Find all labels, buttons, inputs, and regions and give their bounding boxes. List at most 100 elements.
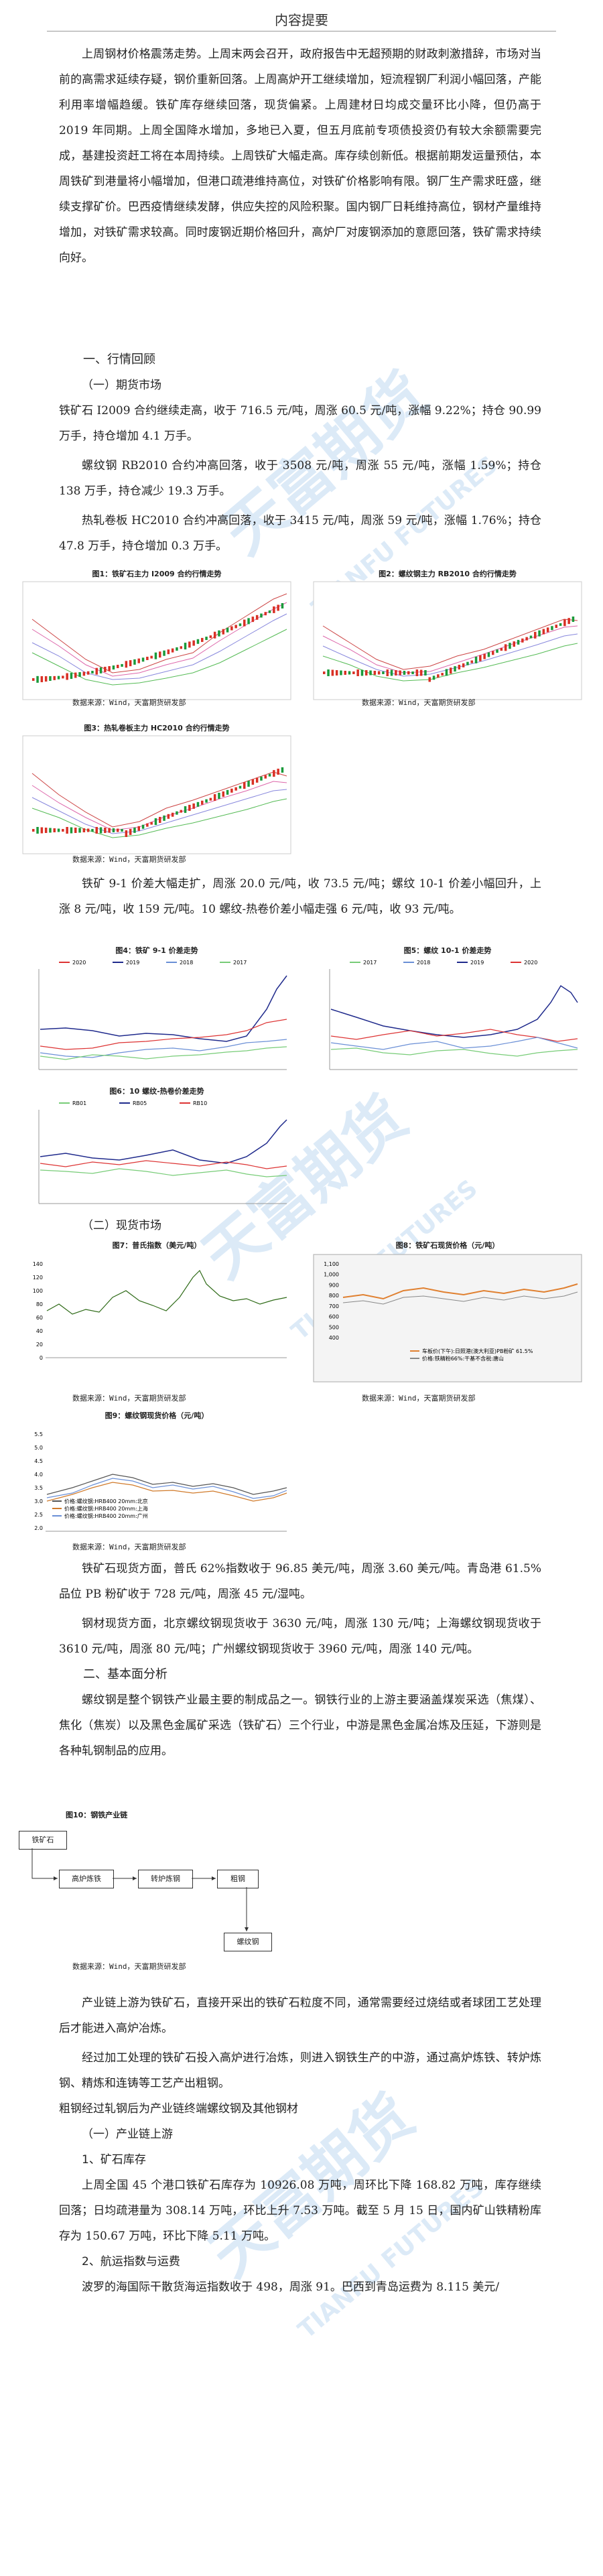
candlestick (62, 829, 64, 832)
candlestick (49, 676, 52, 682)
candlestick (180, 810, 182, 813)
legend-label: 价格:螺纹钢:HRB400 20mm:广州 (64, 1512, 148, 1519)
candlestick (62, 675, 64, 679)
candlestick (146, 823, 149, 827)
legend-label: 2017 (233, 960, 247, 966)
candlestick (483, 653, 486, 659)
candlestick (99, 827, 103, 834)
y-tick-label: 600 (329, 1314, 339, 1320)
candlestick (260, 613, 263, 618)
figure-source: 数据来源：Wind，天富期货研发部 (72, 698, 186, 707)
candlestick (458, 664, 461, 669)
section-heading: 二、基本面分析 (83, 1667, 168, 1681)
candlestick (331, 669, 334, 676)
candlestick (360, 669, 364, 676)
candlestick (133, 659, 136, 665)
candlestick (146, 657, 149, 661)
figure-4-chart: 2020 2019 2018 2017 (38, 960, 287, 1070)
flow-converter: 转炉炼钢 (138, 1870, 193, 1888)
y-tick-label: 1,100 (324, 1261, 339, 1267)
candlestick (226, 789, 229, 795)
freight-paragraph: 波罗的海国际干散货海运指数收于 498，周涨 91。巴西到青岛运费为 8.115… (82, 2280, 500, 2294)
y-tick-label: 900 (329, 1282, 339, 1288)
candlestick (239, 785, 242, 789)
candlestick (509, 643, 511, 649)
y-tick-label: 2.5 (34, 1512, 43, 1518)
figure-6-chart: RB01 RB05 RB10 (38, 1100, 287, 1204)
candlestick (403, 671, 406, 675)
candlestick (437, 674, 440, 678)
candlestick (218, 793, 220, 799)
candlestick (277, 604, 279, 611)
candlestick (36, 827, 39, 834)
candlestick (99, 667, 103, 673)
summary-paragraph: 上周钢材价格震荡走势。上周末两会召开，政府报告中无超预期的财政刺激措辞，市场对当… (59, 48, 541, 265)
legend-label: 价格:铁精粉66%:干基不含税:唐山 (422, 1355, 504, 1362)
section-market-review: 一、行情回顾 （一）期货市场 铁矿石 I2009 合约继续走高，收于 716.5… (59, 347, 541, 559)
legend-label: RB10 (193, 1100, 207, 1106)
candlestick (205, 637, 208, 641)
candlestick (559, 623, 562, 626)
figure-9-chart: 5.5 5.0 4.5 4.0 3.5 3.0 2.5 2.0 价格:螺纹钢:HRB400 2… (34, 1431, 287, 1532)
candlestick (117, 828, 119, 832)
candlestick (196, 801, 200, 807)
candlestick (415, 669, 419, 676)
candlestick (234, 787, 237, 791)
flow-arrows (31, 1848, 249, 1931)
candlestick (441, 673, 444, 676)
candlestick (82, 671, 86, 676)
candlestick (407, 671, 410, 675)
candlestick (264, 775, 267, 779)
candlestick (226, 627, 229, 633)
candlestick (40, 676, 44, 683)
candlestick (171, 648, 174, 653)
candlestick (555, 625, 557, 629)
y-tick-label: 80 (36, 1301, 43, 1307)
candlestick (167, 649, 170, 655)
candlestick (264, 612, 267, 616)
candlestick (196, 639, 200, 644)
candlestick (260, 776, 263, 781)
y-tick-label: 20 (36, 1342, 43, 1348)
candlestick (91, 670, 94, 673)
figure-4: 图4：铁矿 9-1 价差走势 2020 2019 2018 2017 (19, 945, 295, 1086)
candlestick (365, 670, 368, 675)
figure-5: 图5：螺纹 10-1 价差走势 2017 2018 2019 2020 (310, 945, 586, 1086)
candlestick (247, 781, 250, 787)
candlestick (335, 670, 338, 675)
y-tick-label: 400 (329, 1335, 339, 1341)
figure-10-title: 图10：钢铁产业链 (66, 1811, 128, 1819)
candlestick (104, 828, 107, 833)
candlestick (234, 625, 237, 629)
figure-source: 数据来源：Wind，天富期货研发部 (72, 1962, 186, 1971)
candlestick (141, 824, 145, 829)
candlestick (239, 623, 242, 627)
candlestick (356, 669, 359, 676)
candlestick (432, 675, 436, 680)
candlestick (117, 665, 119, 669)
candlestick (454, 666, 456, 672)
chain-paragraph-1: 产业链上游为铁矿石，直接开采出的铁矿石粒度不同，通常需要经过烧结或者球团工艺处理… (59, 1996, 541, 2035)
candlestick (395, 670, 397, 675)
y-tick-label: 700 (329, 1303, 339, 1309)
candlestick (521, 638, 524, 643)
candlestick (159, 651, 161, 658)
candlestick (104, 666, 107, 672)
legend-label: 价格:螺纹钢:HRB400 20mm:上海 (64, 1505, 148, 1512)
candlestick (563, 619, 566, 627)
candlestick (230, 626, 233, 631)
figure-9-title: 图9：螺纹钢现货价格（元/吨） (105, 1411, 209, 1420)
candlestick (125, 661, 128, 668)
candlestick (386, 669, 389, 676)
figure-6-title: 图6：10 螺纹-热卷价差走势 (109, 1087, 204, 1096)
flow-iron-ore: 铁矿石 (19, 1831, 67, 1850)
candlestick (222, 791, 224, 797)
candlestick (251, 617, 255, 623)
spread-paragraph-wrap: 铁矿 9-1 价差大幅走扩，周涨 20.0 元/吨，收 73.5 元/吨；螺纹 … (59, 871, 541, 922)
y-tick-label: 5.0 (34, 1445, 43, 1451)
inventory-paragraph: 上周全国 45 个港口铁矿石库存为 10926.08 万吨，周环比下降 168.… (59, 2179, 541, 2243)
legend-label: 2018 (417, 960, 430, 966)
candlestick (462, 663, 465, 667)
candlestick (273, 770, 275, 777)
figure-source: 数据来源：Wind，天富期货研发部 (72, 1394, 186, 1403)
